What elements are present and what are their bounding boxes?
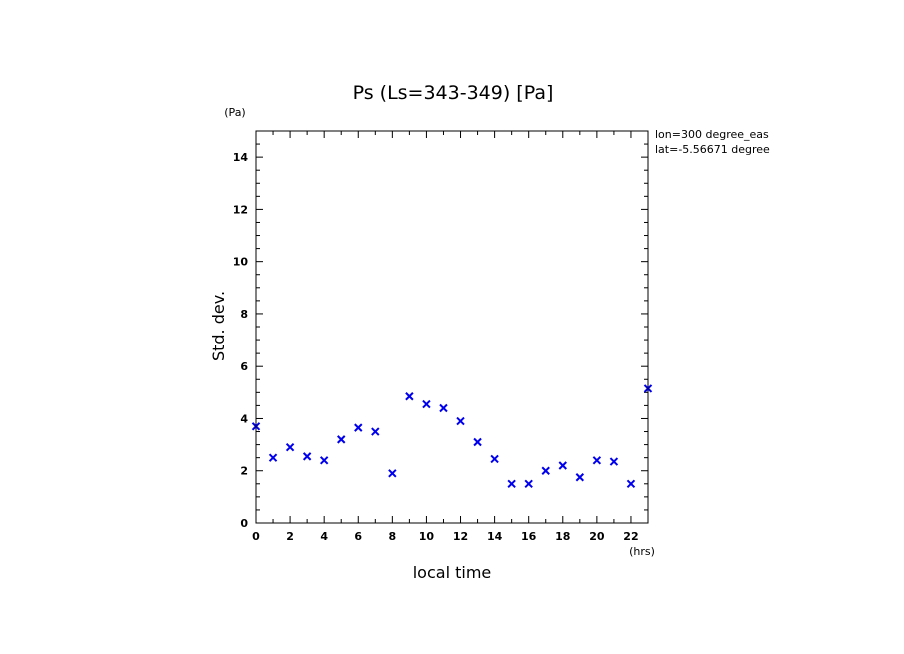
data-point (388, 469, 397, 478)
annotation-lon: lon=300 degree_eas (655, 128, 769, 141)
y-tick-label: 14 (233, 151, 249, 164)
x-tick-label: 16 (521, 530, 537, 543)
y-tick-label: 2 (240, 465, 248, 478)
x-tick-label: 8 (389, 530, 397, 543)
x-tick-label: 6 (354, 530, 362, 543)
y-tick-label: 12 (233, 203, 248, 216)
y-axis-label: Std. dev. (209, 291, 228, 361)
annotation-lat: lat=-5.56671 degree (655, 143, 770, 156)
y-unit-label: (Pa) (224, 106, 245, 119)
data-point (268, 453, 278, 462)
data-point (626, 479, 636, 489)
x-tick-label: 20 (589, 530, 605, 543)
data-point (285, 443, 295, 452)
data-point (609, 457, 619, 466)
y-tick-label: 0 (240, 517, 248, 530)
data-point (507, 479, 516, 489)
data-point (524, 479, 533, 489)
data-point (337, 435, 346, 444)
x-tick-label: 22 (623, 530, 638, 543)
data-point (422, 399, 431, 409)
data-point (558, 461, 567, 470)
data-point (592, 456, 602, 465)
x-axis-label: local time (413, 563, 492, 582)
data-point (575, 473, 585, 482)
x-tick-label: 18 (555, 530, 570, 543)
data-points (251, 384, 653, 489)
plot-frame (255, 130, 649, 524)
x-tick-label: 14 (487, 530, 503, 543)
x-tick-label: 2 (286, 530, 294, 543)
data-point (473, 437, 482, 447)
data-point (354, 423, 363, 432)
y-tick-label: 4 (240, 412, 248, 425)
x-tick-label: 12 (453, 530, 468, 543)
y-tick-label: 8 (240, 308, 248, 321)
x-tick-label: 10 (419, 530, 435, 543)
data-point (541, 466, 550, 475)
data-point (319, 456, 329, 465)
data-point (490, 454, 499, 464)
data-point (371, 427, 380, 436)
chart-title: Ps (Ls=343-349) [Pa] (353, 82, 554, 104)
y-tick-label: 10 (233, 256, 249, 269)
data-point (456, 416, 465, 426)
y-axis-ticks: 0 2 4 6 8 10 12 14 (233, 130, 648, 530)
data-point (302, 452, 312, 461)
x-axis-ticks: 0 2 4 6 8 10 12 14 16 18 20 22 (252, 131, 649, 543)
y-tick-label: 6 (240, 360, 248, 373)
data-point (439, 403, 448, 413)
x-unit-label: (hrs) (629, 545, 655, 558)
x-tick-label: 0 (252, 530, 260, 543)
x-tick-label: 4 (320, 530, 328, 543)
data-point (405, 392, 414, 401)
